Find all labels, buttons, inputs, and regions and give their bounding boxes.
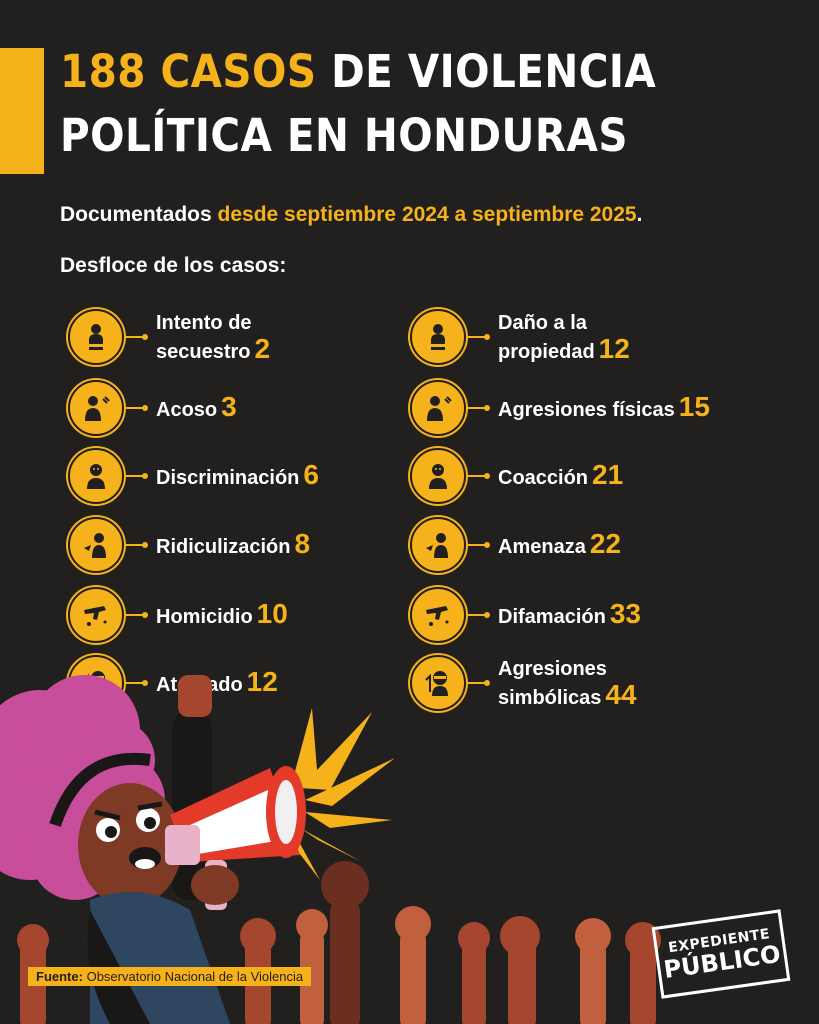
category-ridicule: Ridiculización 8	[68, 517, 310, 573]
coercion-icon	[410, 448, 466, 504]
breakdown-label: Desfloce de los casos:	[60, 254, 287, 277]
title-line2: POLÍTICA EN HONDURAS	[60, 109, 628, 162]
category-kidnapping-attempt: Intento de secuestro 2	[68, 309, 270, 365]
category-count: 2	[254, 332, 271, 364]
subtitle-prefix: Documentados	[60, 203, 212, 226]
connector-line	[466, 405, 490, 411]
sound-burst-icon	[286, 708, 395, 880]
category-label-line2: simbólicas	[498, 686, 602, 709]
property-damage-icon	[410, 309, 466, 365]
category-label: Agresiones	[498, 657, 607, 680]
title-highlight: 188 CASOS	[60, 45, 317, 98]
category-label: Coacción	[498, 466, 589, 489]
connector-line	[124, 542, 148, 548]
category-count: 10	[256, 597, 288, 629]
category-label: Discriminación	[156, 466, 300, 489]
category-threat: Amenaza 22	[410, 517, 621, 573]
category-defamation: Difamación 33	[410, 587, 641, 643]
category-label: Amenaza	[498, 535, 586, 558]
category-symbolic-aggression: Agresiones simbólicas 44	[410, 655, 637, 711]
category-count: 12	[246, 665, 278, 697]
protest-illustration	[0, 675, 661, 1024]
connector-line	[466, 473, 490, 479]
category-count: 3	[221, 390, 237, 422]
source-text: Observatorio Nacional de la Violencia	[86, 969, 304, 984]
category-count: 12	[598, 332, 630, 364]
ridicule-icon	[68, 517, 124, 573]
category-count: 6	[303, 458, 319, 490]
category-discrimination: Discriminación 6	[68, 448, 319, 504]
symbolic-aggression-icon	[410, 655, 466, 711]
title-accent-bar	[0, 48, 44, 174]
page-title: 188 CASOS DE VIOLENCIA POLÍTICA EN HONDU…	[60, 40, 656, 168]
category-count: 21	[592, 458, 624, 490]
category-count: 15	[678, 390, 710, 422]
connector-line	[466, 612, 490, 618]
connector-line	[466, 334, 490, 340]
discrimination-icon	[68, 448, 124, 504]
connector-line	[124, 612, 148, 618]
subtitle-highlight: desde septiembre 2024 a septiembre 2025	[217, 203, 637, 226]
subtitle: Documentados desde septiembre 2024 a sep…	[60, 203, 642, 227]
kidnapping-icon	[68, 309, 124, 365]
defamation-icon	[410, 587, 466, 643]
category-label-line2: propiedad	[498, 340, 595, 363]
connector-line	[466, 542, 490, 548]
threat-icon	[410, 517, 466, 573]
category-harassment: Acoso 3	[68, 380, 237, 436]
category-coercion: Coacción 21	[410, 448, 623, 504]
category-label: Homicidio	[156, 605, 253, 628]
homicide-icon	[68, 587, 124, 643]
category-label: Difamación	[498, 605, 606, 628]
category-count: 33	[609, 597, 641, 629]
category-count: 8	[294, 527, 311, 559]
title-line1-rest: DE VIOLENCIA	[331, 45, 657, 98]
category-label: Acoso	[156, 398, 218, 421]
category-label: Agresiones físicas	[498, 398, 675, 421]
category-label-line2: secuestro	[156, 340, 251, 363]
headband-shape	[49, 752, 151, 827]
category-label: Daño a la	[498, 311, 587, 334]
connector-line	[466, 680, 490, 686]
crowd-hands-icon	[17, 861, 661, 1024]
connector-line	[124, 405, 148, 411]
category-count: 44	[605, 678, 637, 710]
source-credit: Fuente: Observatorio Nacional de la Viol…	[28, 967, 312, 986]
category-count: 22	[589, 527, 621, 559]
connector-line	[124, 680, 148, 686]
category-label: Intento de	[156, 311, 252, 334]
physical-aggression-icon	[410, 380, 466, 436]
category-property-damage: Daño a la propiedad 12	[410, 309, 630, 365]
harassment-icon	[68, 380, 124, 436]
subtitle-suffix: .	[636, 203, 643, 226]
connector-line	[124, 334, 148, 340]
category-homicide: Homicidio 10	[68, 587, 288, 643]
category-physical-aggression: Agresiones físicas 15	[410, 380, 710, 436]
connector-line	[124, 473, 148, 479]
category-label: Ridiculización	[156, 535, 291, 558]
source-label: Fuente:	[36, 969, 83, 984]
